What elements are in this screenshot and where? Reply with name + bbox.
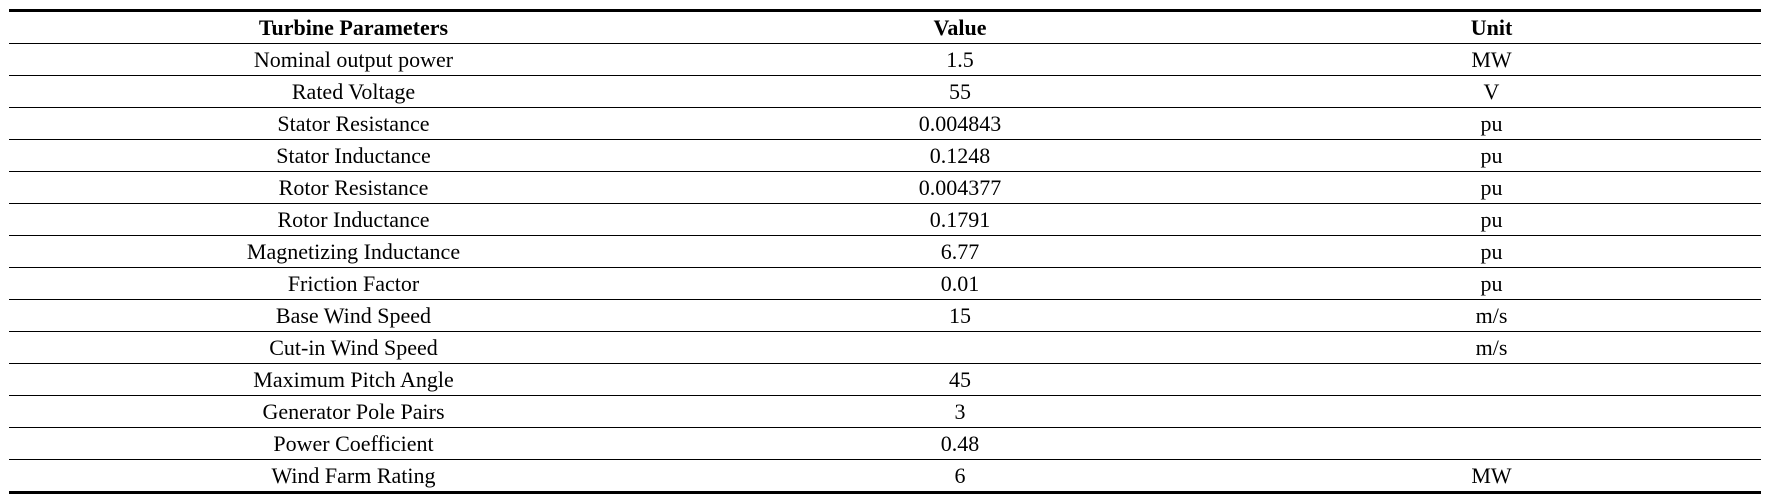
value-cell bbox=[698, 332, 1222, 364]
unit-cell: V bbox=[1483, 79, 1500, 104]
parameter-cell: Maximum Pitch Angle bbox=[253, 367, 454, 392]
value-cell: 15 bbox=[949, 303, 971, 328]
parameter-cell: Stator Inductance bbox=[276, 143, 431, 168]
table-row: Wind Farm Rating 6 MW bbox=[9, 459, 1761, 493]
unit-cell bbox=[1222, 428, 1761, 460]
unit-cell: m/s bbox=[1475, 303, 1508, 328]
parameter-cell: Generator Pole Pairs bbox=[262, 399, 445, 424]
value-cell: 55 bbox=[949, 79, 971, 104]
table-row: Friction Factor 0.01 pu bbox=[9, 267, 1761, 300]
table-row: Stator Resistance 0.004843 pu bbox=[9, 107, 1761, 140]
value-cell: 6 bbox=[954, 463, 966, 488]
unit-cell bbox=[1222, 364, 1761, 396]
unit-cell: pu bbox=[1480, 239, 1503, 264]
parameter-cell: Power Coefficient bbox=[273, 431, 434, 456]
unit-cell: pu bbox=[1480, 111, 1503, 136]
header-value: Value bbox=[933, 15, 987, 40]
value-cell: 0.48 bbox=[940, 431, 980, 456]
parameter-cell: Cut-in Wind Speed bbox=[269, 335, 438, 360]
value-cell: 0.01 bbox=[940, 271, 980, 296]
unit-cell: MW bbox=[1471, 47, 1512, 72]
unit-cell: pu bbox=[1480, 207, 1503, 232]
parameter-cell: Wind Farm Rating bbox=[271, 463, 436, 488]
table-row: Magnetizing Inductance 6.77 pu bbox=[9, 235, 1761, 268]
value-cell: 6.77 bbox=[940, 239, 980, 264]
unit-cell: pu bbox=[1480, 271, 1503, 296]
table-row: Base Wind Speed 15 m/s bbox=[9, 299, 1761, 332]
unit-cell: MW bbox=[1471, 463, 1512, 488]
table-row: Rated Voltage 55 V bbox=[9, 75, 1761, 108]
value-cell: 3 bbox=[954, 399, 966, 424]
table-header: Turbine Parameters Value Unit bbox=[9, 10, 1761, 44]
unit-cell: pu bbox=[1480, 143, 1503, 168]
parameter-cell: Rotor Inductance bbox=[277, 207, 430, 232]
table-row: Maximum Pitch Angle 45 bbox=[9, 363, 1761, 396]
value-cell: 0.1791 bbox=[929, 207, 991, 232]
header-turbine-parameters: Turbine Parameters bbox=[258, 15, 449, 40]
table-row: Stator Inductance 0.1248 pu bbox=[9, 139, 1761, 172]
parameter-cell: Rated Voltage bbox=[291, 79, 416, 104]
table-row: Generator Pole Pairs 3 bbox=[9, 395, 1761, 428]
table-body: Nominal output power 1.5 MW Rated Voltag… bbox=[9, 43, 1761, 493]
unit-cell: pu bbox=[1480, 175, 1503, 200]
turbine-parameters-table-container: Turbine Parameters Value Unit Nominal ou… bbox=[9, 9, 1761, 494]
parameter-cell: Nominal output power bbox=[253, 47, 454, 72]
value-cell: 45 bbox=[949, 367, 971, 392]
table-row: Power Coefficient 0.48 bbox=[9, 427, 1761, 460]
table-row: Nominal output power 1.5 MW bbox=[9, 43, 1761, 76]
unit-cell: m/s bbox=[1475, 335, 1508, 360]
value-cell: 1.5 bbox=[946, 47, 974, 72]
table-row: Rotor Resistance 0.004377 pu bbox=[9, 171, 1761, 204]
value-cell: 0.004843 bbox=[918, 111, 1002, 136]
table-row: Rotor Inductance 0.1791 pu bbox=[9, 203, 1761, 236]
table-row: Cut-in Wind Speed m/s bbox=[9, 331, 1761, 364]
value-cell: 0.004377 bbox=[918, 175, 1002, 200]
turbine-parameters-table: Turbine Parameters Value Unit Nominal ou… bbox=[9, 9, 1761, 494]
header-unit: Unit bbox=[1470, 15, 1513, 40]
value-cell: 0.1248 bbox=[929, 143, 991, 168]
parameter-cell: Base Wind Speed bbox=[275, 303, 432, 328]
header-row: Turbine Parameters Value Unit bbox=[9, 10, 1761, 44]
parameter-cell: Friction Factor bbox=[287, 271, 420, 296]
parameter-cell: Rotor Resistance bbox=[278, 175, 429, 200]
parameter-cell: Magnetizing Inductance bbox=[246, 239, 461, 264]
parameter-cell: Stator Resistance bbox=[277, 111, 430, 136]
unit-cell bbox=[1222, 396, 1761, 428]
